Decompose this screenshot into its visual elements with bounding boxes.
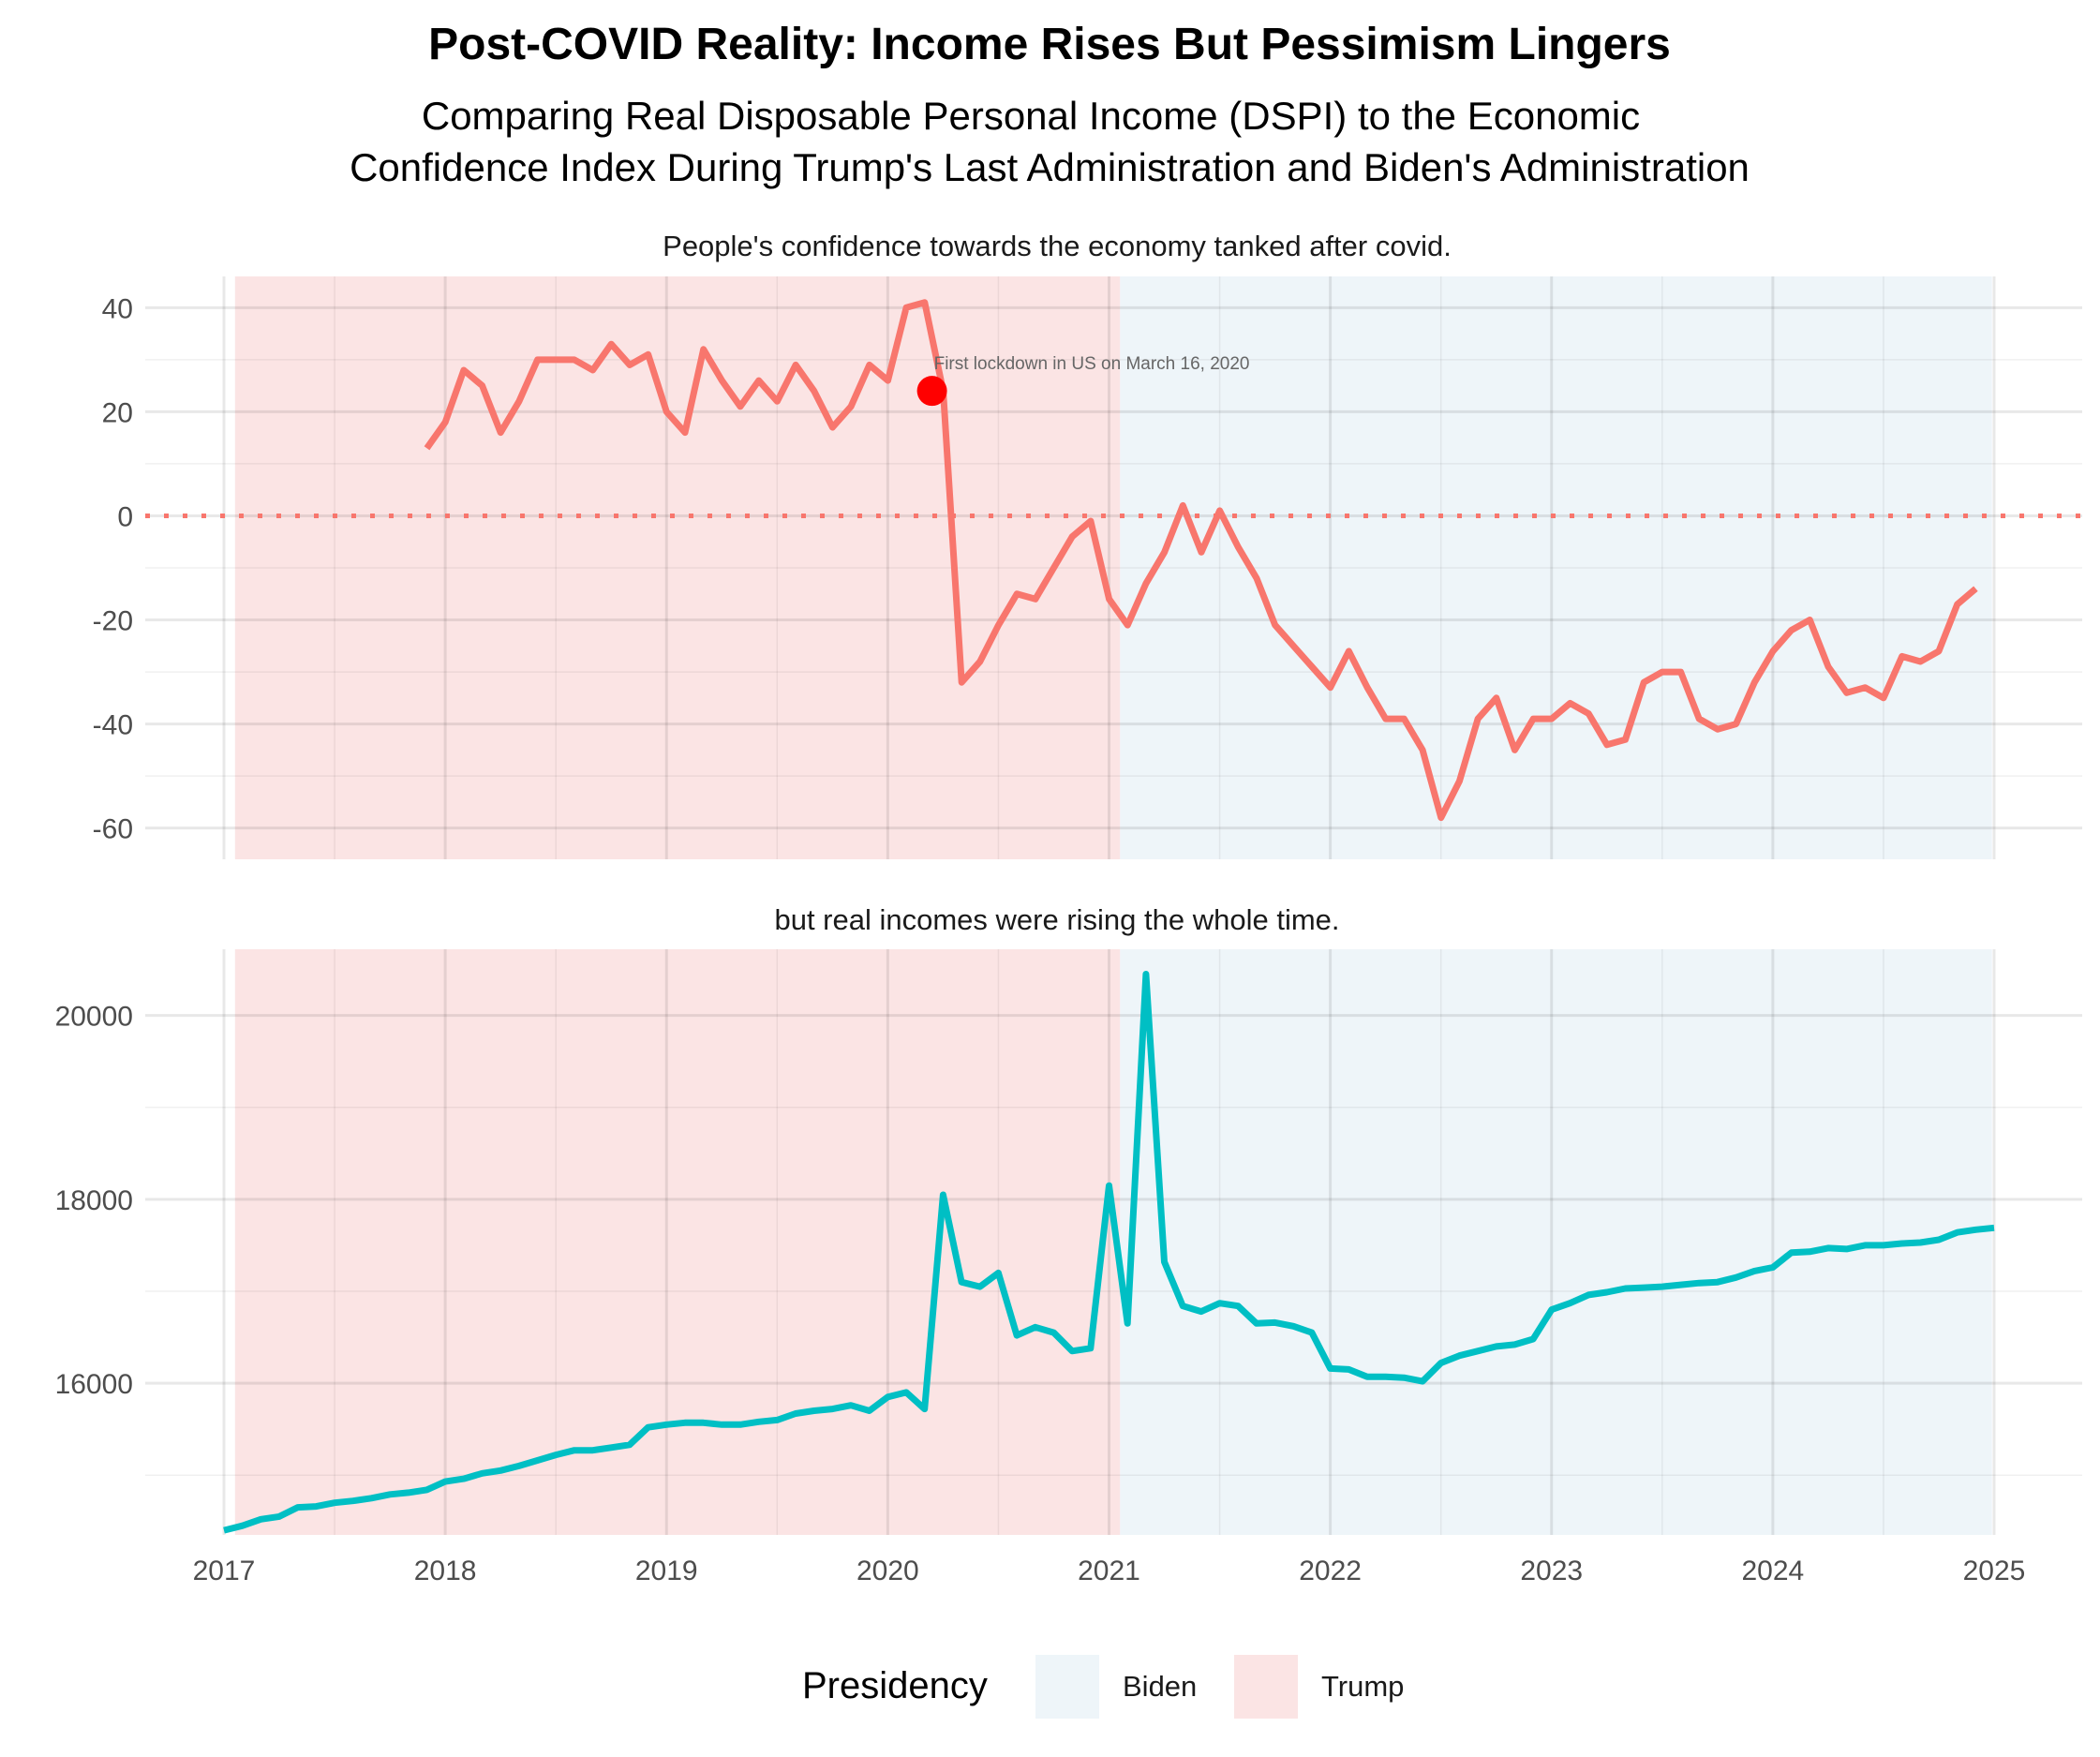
y-tick-label: 16000 [55,1369,133,1400]
legend: Presidency Biden Trump [802,1655,1404,1719]
legend-label-biden: Biden [1123,1670,1197,1703]
x-tick-label: 2019 [635,1556,698,1586]
x-tick-label: 2017 [193,1556,256,1586]
region-trump [234,276,1121,859]
y-tick-label: 0 [117,501,133,532]
x-tick-label: 2025 [1963,1556,2026,1586]
y-tick-label: -20 [93,606,133,637]
y-tick-label: -60 [93,814,133,845]
x-tick-label: 2018 [414,1556,477,1586]
confidence-panel: 40 20 0 -20 -40 -60 First lockdown in US on Ma… [93,276,2082,859]
legend-label-trump: Trump [1321,1670,1404,1703]
chart-subtitle-line-2: Confidence Index During Trump's Last Adm… [350,145,1750,189]
legend-swatch-trump [1234,1655,1298,1719]
income-series-line [223,971,1995,1534]
confidence-series-line [424,299,1978,822]
y-tick-label: 20000 [55,1002,133,1033]
chart-subtitle-line-1: Comparing Real Disposable Personal Incom… [422,94,1640,138]
region-biden [1120,276,1992,859]
y-tick-label: 20 [102,397,133,428]
income-panel: 20000 18000 16000 [55,949,2082,1535]
x-tick-label: 2021 [1078,1556,1140,1586]
panel-title-income: but real incomes were rising the whole t… [774,903,1339,936]
y-tick-label: 18000 [55,1185,133,1216]
x-tick-label: 2023 [1520,1556,1583,1586]
region-biden [1120,949,1992,1535]
x-axis: 2017 2018 2019 2020 2021 2022 2023 2024 2025 [193,1556,2026,1586]
x-tick-label: 2024 [1742,1556,1805,1586]
chart-title: Post-COVID Reality: Income Rises But Pes… [428,20,1671,69]
x-tick-label: 2022 [1299,1556,1362,1586]
x-tick-label: 2020 [856,1556,919,1586]
legend-swatch-biden [1035,1655,1099,1719]
lockdown-marker [916,376,947,407]
legend-title: Presidency [802,1665,988,1706]
panel-title-confidence: People's confidence towards the economy … [663,230,1452,262]
y-tick-label: 40 [102,293,133,324]
y-tick-label: -40 [93,710,133,741]
lockdown-annotation: First lockdown in US on March 16, 2020 [934,354,1250,374]
region-trump [234,949,1121,1535]
